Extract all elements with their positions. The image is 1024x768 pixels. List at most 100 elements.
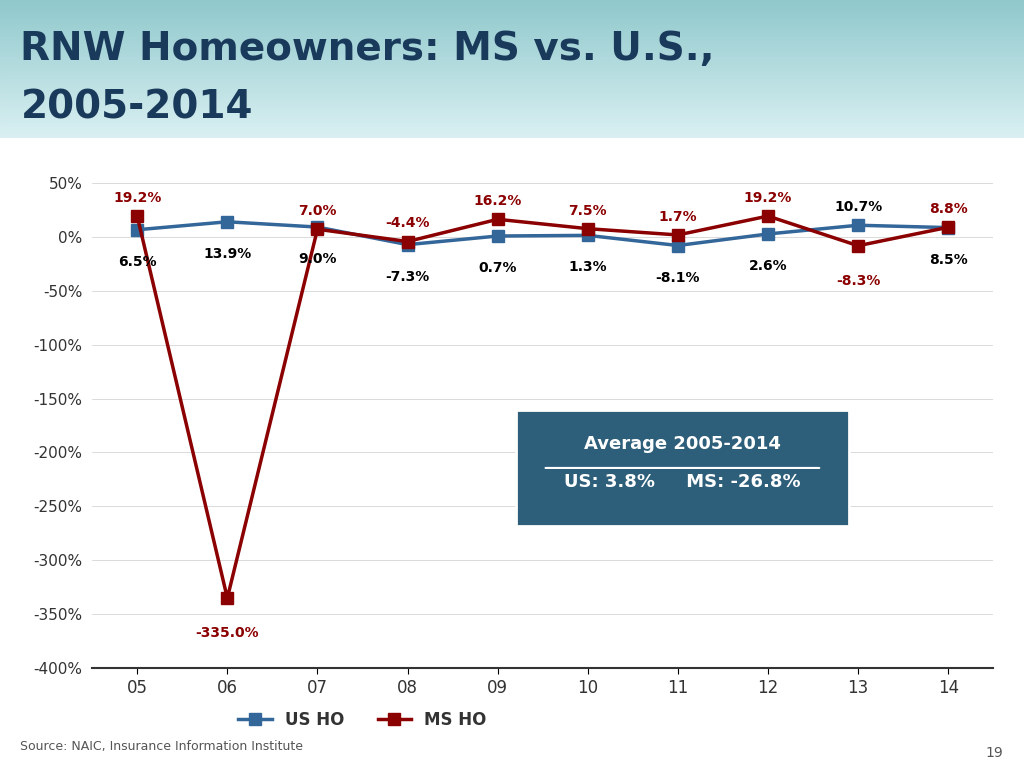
Line: US HO: US HO <box>132 217 953 251</box>
Bar <box>0 88 1024 90</box>
Bar <box>0 137 1024 138</box>
Bar <box>0 76 1024 78</box>
Text: -8.1%: -8.1% <box>655 270 700 284</box>
Bar <box>0 58 1024 59</box>
Bar <box>0 128 1024 130</box>
Text: 1.7%: 1.7% <box>658 210 697 223</box>
Bar <box>0 62 1024 64</box>
Bar <box>0 104 1024 105</box>
FancyBboxPatch shape <box>516 409 849 526</box>
Text: -4.4%: -4.4% <box>385 217 430 230</box>
Bar <box>0 126 1024 127</box>
Bar <box>0 19 1024 21</box>
Bar <box>0 71 1024 72</box>
Bar <box>0 28 1024 29</box>
Text: 16.2%: 16.2% <box>473 194 522 208</box>
Bar <box>0 12 1024 14</box>
Bar <box>0 93 1024 94</box>
Text: 19: 19 <box>986 746 1004 760</box>
Text: 13.9%: 13.9% <box>203 247 252 261</box>
Bar <box>0 5 1024 7</box>
Bar <box>0 8 1024 10</box>
Bar <box>0 105 1024 107</box>
Bar <box>0 22 1024 24</box>
Bar <box>0 123 1024 124</box>
Bar <box>0 100 1024 101</box>
Bar <box>0 7 1024 8</box>
Bar <box>0 43 1024 45</box>
Bar <box>0 87 1024 88</box>
MS HO <box>492 215 504 224</box>
Bar <box>0 61 1024 62</box>
Bar <box>0 73 1024 74</box>
Bar <box>0 68 1024 69</box>
Bar <box>0 0 1024 2</box>
Bar <box>0 29 1024 31</box>
Bar <box>0 57 1024 58</box>
MS HO <box>131 211 143 220</box>
Bar <box>0 52 1024 54</box>
Bar <box>0 24 1024 25</box>
Bar <box>0 97 1024 98</box>
Text: 2.6%: 2.6% <box>749 259 787 273</box>
Text: 8.8%: 8.8% <box>929 202 968 216</box>
Bar <box>0 65 1024 66</box>
Bar <box>0 51 1024 52</box>
Bar <box>0 79 1024 80</box>
Text: 0.7%: 0.7% <box>478 261 517 275</box>
Bar <box>0 91 1024 93</box>
Text: 8.5%: 8.5% <box>929 253 968 266</box>
Bar <box>0 119 1024 121</box>
Text: Average 2005-2014: Average 2005-2014 <box>584 435 781 453</box>
Bar <box>0 114 1024 116</box>
Bar <box>0 55 1024 57</box>
Bar <box>0 40 1024 41</box>
Bar <box>0 121 1024 123</box>
Bar <box>0 102 1024 104</box>
MS HO <box>582 224 594 233</box>
Bar <box>0 36 1024 38</box>
Bar <box>0 78 1024 79</box>
US HO <box>582 230 594 240</box>
Bar <box>0 14 1024 15</box>
Text: 9.0%: 9.0% <box>298 252 337 266</box>
Bar <box>0 112 1024 114</box>
Bar <box>0 48 1024 50</box>
US HO <box>401 240 414 250</box>
Bar <box>0 25 1024 26</box>
Text: US: 3.8%     MS: -26.8%: US: 3.8% MS: -26.8% <box>564 473 801 491</box>
Bar <box>0 83 1024 84</box>
US HO <box>762 230 774 239</box>
MS HO <box>221 594 233 603</box>
Bar <box>0 74 1024 76</box>
Bar <box>0 81 1024 83</box>
Bar <box>0 38 1024 40</box>
Bar <box>0 116 1024 118</box>
Bar <box>0 108 1024 109</box>
MS HO <box>672 230 684 240</box>
Text: 19.2%: 19.2% <box>743 191 793 205</box>
Bar <box>0 33 1024 35</box>
Text: 6.5%: 6.5% <box>118 255 157 269</box>
Bar <box>0 59 1024 61</box>
Bar <box>0 21 1024 22</box>
Bar <box>0 130 1024 131</box>
Bar <box>0 90 1024 91</box>
Bar <box>0 54 1024 55</box>
Bar <box>0 50 1024 51</box>
Bar <box>0 2 1024 3</box>
US HO <box>131 225 143 234</box>
Bar <box>0 10 1024 11</box>
Bar <box>0 64 1024 65</box>
Bar <box>0 47 1024 48</box>
Text: 10.7%: 10.7% <box>834 200 883 214</box>
US HO <box>942 223 954 232</box>
Bar <box>0 15 1024 17</box>
Bar <box>0 127 1024 128</box>
Bar <box>0 35 1024 36</box>
Bar <box>0 4 1024 5</box>
Bar <box>0 31 1024 33</box>
Bar <box>0 45 1024 47</box>
Bar <box>0 109 1024 111</box>
Legend: US HO, MS HO: US HO, MS HO <box>231 704 494 736</box>
